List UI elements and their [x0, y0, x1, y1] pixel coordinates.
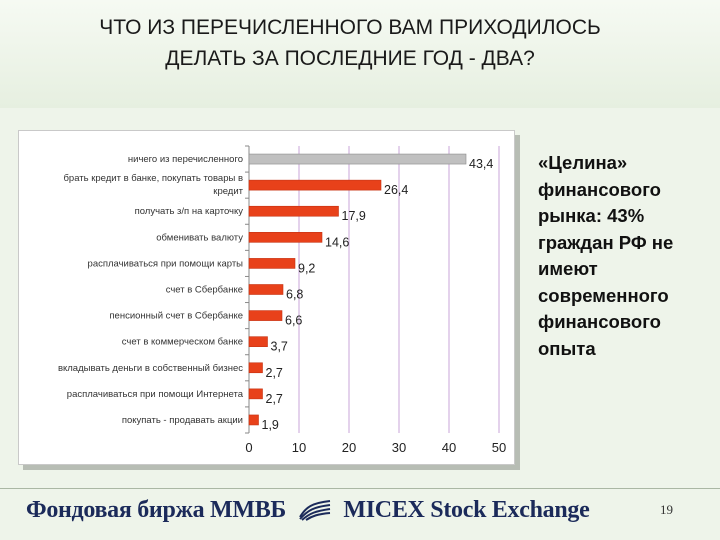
side-note-line: опыта: [538, 337, 596, 359]
bar-chart: 0 10 20 30 40 50 43,4 ничего из перечисленного 2…: [58, 145, 506, 455]
category-label: покупать - продавать акции: [122, 415, 243, 426]
data-label: 26,4: [384, 183, 408, 197]
data-label: 6,8: [286, 288, 303, 302]
logo-text-ru: Фондовая биржа ММВБ: [26, 496, 286, 523]
bar: [248, 310, 283, 321]
x-tick-label: 20: [342, 440, 356, 455]
category-label: счет в коммерческом банке: [122, 337, 243, 348]
bar: [248, 205, 339, 217]
category-label: расплачиваться при помощи Интернета: [67, 389, 244, 400]
bar: [248, 362, 263, 374]
data-label: 43,4: [469, 157, 493, 171]
footer-divider: [0, 488, 720, 489]
bar: [248, 153, 467, 165]
side-note-line: современного: [538, 284, 669, 306]
title-line-2: ДЕЛАТЬ ЗА ПОСЛЕДНИЕ ГОД - ДВА?: [165, 47, 535, 70]
category-label: расплачиваться при помощи карты: [88, 258, 244, 269]
x-tick-label: 30: [392, 440, 406, 455]
x-tick-label: 10: [292, 440, 306, 455]
slide-title: ЧТО ИЗ ПЕРЕЧИСЛЕННОГО ВАМ ПРИХОДИЛОСЬ ДЕ…: [20, 12, 680, 74]
side-note-line: финансового: [538, 178, 661, 200]
data-label: 14,6: [325, 235, 349, 249]
side-note-line: «Целина»: [538, 152, 628, 173]
category-label: брать кредит в банке, покупать товары в: [63, 173, 243, 184]
category-label: ничего из перечисленного: [128, 154, 243, 165]
x-tick-label: 0: [245, 440, 252, 455]
category-label: счет в Сбербанке: [166, 285, 243, 296]
category-label: пенсионный счет в Сбербанке: [109, 311, 243, 322]
side-note-line: имеют: [538, 258, 598, 279]
title-band: [0, 0, 720, 108]
logo-text-en: MICEX Stock Exchange: [343, 496, 590, 523]
x-tick-label: 50: [492, 440, 506, 455]
data-label: 6,6: [285, 314, 302, 328]
micex-logo-icon: [298, 500, 330, 522]
x-tick-label: 40: [442, 440, 456, 455]
side-note: «Целина» финансового рынка: 43% граждан …: [538, 150, 718, 362]
bar: [248, 284, 284, 295]
side-note-line: рынка: 43%: [538, 205, 645, 226]
bar: [248, 179, 382, 191]
bar: [248, 388, 263, 400]
data-label: 3,7: [271, 340, 288, 354]
page-number: 19: [660, 502, 673, 517]
side-note-line: финансового: [538, 311, 661, 332]
exchange-logo: Фондовая биржа ММВБ MICEX Stock Exchange: [26, 496, 590, 524]
category-label: получать з/п на карточку: [135, 206, 244, 217]
bar: [248, 336, 268, 347]
data-label: 1,9: [262, 418, 279, 432]
bar: [248, 414, 259, 426]
chart-panel: 0 10 20 30 40 50 43,4 ничего из перечисленного 2…: [18, 130, 515, 465]
category-label: вкладывать деньги в собственный бизнес: [58, 363, 243, 374]
data-label: 2,7: [266, 392, 283, 406]
title-line-1: ЧТО ИЗ ПЕРЕЧИСЛЕННОГО ВАМ ПРИХОДИЛОСЬ: [99, 16, 601, 39]
bar: [248, 232, 323, 243]
data-label: 2,7: [266, 366, 283, 380]
side-note-line: граждан РФ не: [538, 231, 674, 253]
category-label: обменивать валюту: [156, 232, 243, 243]
bar: [248, 258, 296, 269]
data-label: 9,2: [298, 261, 315, 275]
data-label: 17,9: [342, 209, 366, 223]
category-label: кредит: [213, 186, 243, 197]
